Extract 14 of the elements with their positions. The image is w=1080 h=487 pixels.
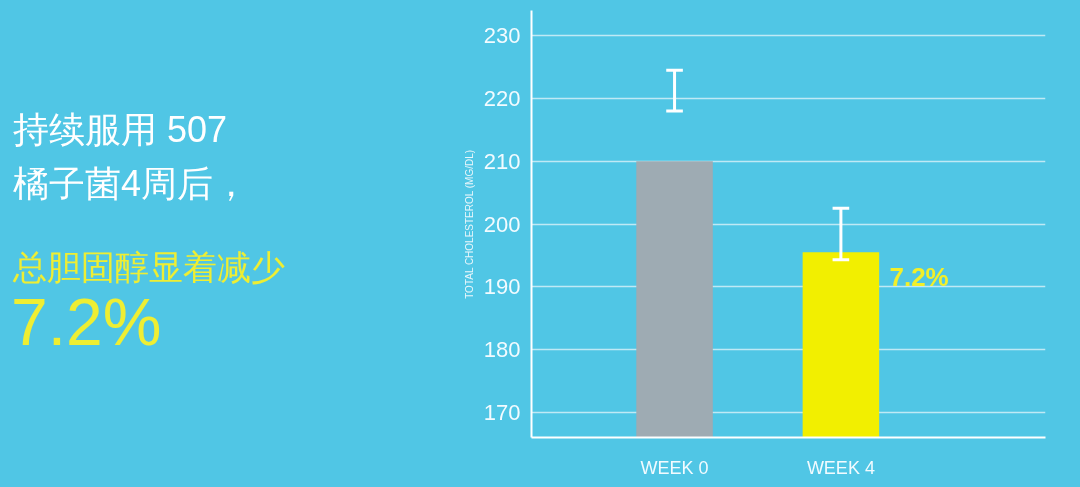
text: 总胆固醇显着减少 [13, 247, 285, 287]
y-tick-label: 210 [483, 148, 521, 174]
y-tick-label: 200 [483, 211, 521, 237]
y-tick-label: 230 [483, 23, 521, 49]
y-tick-label: 220 [483, 85, 521, 111]
y-tick-label: 180 [483, 337, 521, 363]
annotation: 7.2% [889, 262, 949, 293]
text: 7.2% [11, 285, 163, 359]
y-axis-title: TOTAL CHOLESTEROL (MG/DL) [463, 149, 475, 299]
y-tick-label: 170 [483, 399, 521, 425]
y-tick-label: 190 [483, 274, 521, 300]
x-tick-label: WEEK 4 [806, 457, 875, 478]
text: 持续服用 507 橘子菌4周后， [13, 108, 251, 206]
x-tick-label: WEEK 0 [640, 457, 709, 478]
